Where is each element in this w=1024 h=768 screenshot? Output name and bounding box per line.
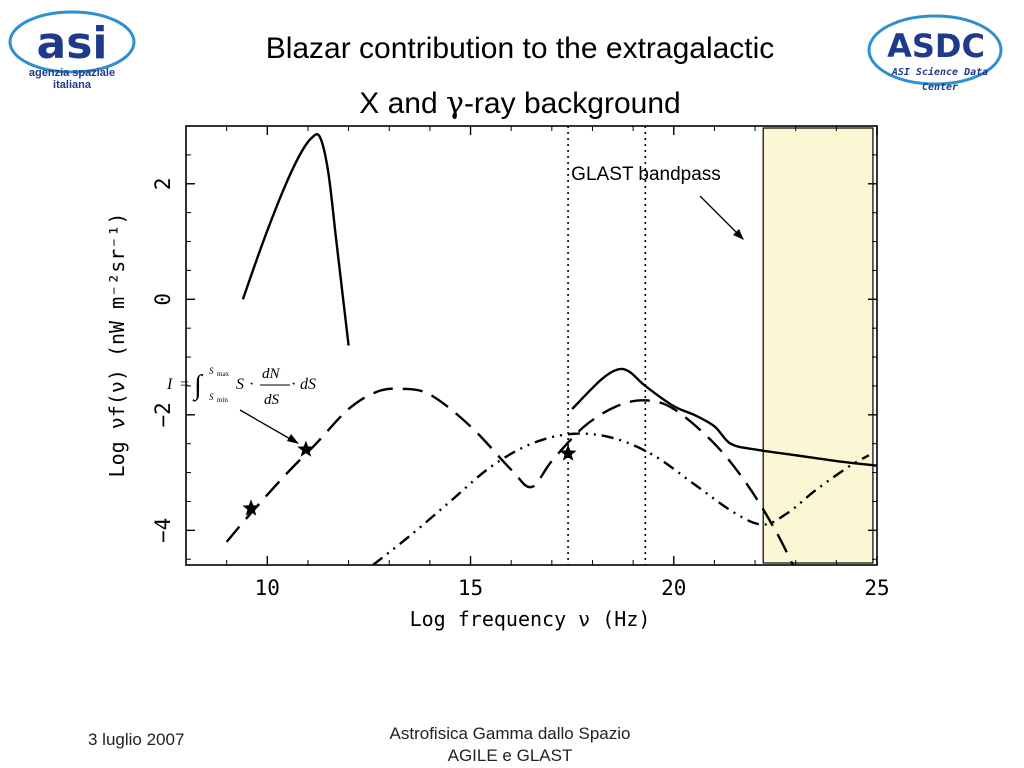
svg-text:max: max (217, 370, 230, 378)
y-tick-label: −4 (151, 518, 175, 543)
formula-arrow (239, 409, 293, 441)
slide-title-line1: Blazar contribution to the extragalactic (265, 32, 775, 65)
y-axis-label: Log νf(ν) (nW m⁻²sr⁻¹) (105, 213, 129, 478)
svg-text:dS: dS (264, 392, 280, 408)
series-line-2-dashed (225, 387, 795, 565)
x-tick-label: 15 (458, 576, 483, 600)
footer-date: 3 luglio 2007 (88, 730, 185, 749)
series-line-3-dashdot (372, 432, 870, 565)
footer-line1: Astrofisica Gamma dallo Spazio (389, 724, 631, 743)
star-marker (297, 440, 315, 457)
svg-text:·: · (291, 376, 296, 393)
glast-arrow (699, 195, 741, 237)
formula-arrowhead (287, 434, 299, 444)
x-tick-label: 25 (864, 576, 889, 600)
glast-band (762, 127, 874, 564)
glast-bandpass-label: GLAST bandpass (571, 164, 721, 185)
svg-text:min: min (217, 396, 228, 404)
svg-text:·: · (249, 376, 254, 393)
svg-text:∫: ∫ (192, 370, 204, 402)
glast-arrowhead (733, 229, 744, 240)
svg-text:dS: dS (300, 376, 316, 393)
star-marker (242, 499, 260, 516)
series-line-1-solid (241, 133, 350, 346)
x-tick-label: 20 (661, 576, 686, 600)
svg-text:S: S (236, 376, 244, 393)
star-marker (559, 444, 577, 461)
svg-text:S: S (209, 392, 214, 402)
plot-frame (185, 125, 878, 566)
y-tick-label: 0 (151, 293, 175, 306)
svg-text:S: S (209, 366, 214, 376)
title-text-pre: X and (359, 87, 446, 120)
svg-text:I: I (166, 376, 173, 393)
integral-formula: I = ∫ S max S min S · dN dS · dS (166, 366, 316, 408)
slide-title-line2: X and γ-ray background (200, 86, 840, 121)
title-text-post: -ray background (463, 87, 681, 120)
x-tick-label: 10 (255, 576, 280, 600)
series-line-4-solid (571, 367, 877, 467)
title-gamma-symbol: γ (446, 86, 464, 121)
svg-text:=: = (180, 376, 189, 393)
x-axis-label: Log frequency ν (Hz) (410, 607, 651, 631)
y-tick-label: 2 (151, 177, 175, 190)
y-tick-label: −2 (151, 402, 175, 427)
footer-line2: AGILE e GLAST (447, 746, 573, 765)
svg-text:dN: dN (262, 366, 281, 382)
